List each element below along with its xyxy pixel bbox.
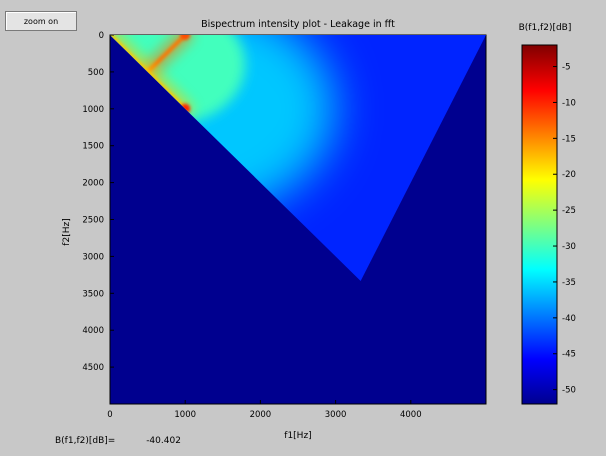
- colorbar-tick-label: -15: [562, 134, 576, 144]
- peak-1: [180, 35, 191, 40]
- chart-title: Bispectrum intensity plot - Leakage in f…: [201, 19, 395, 30]
- y-tick-label: 1500: [82, 142, 104, 152]
- y-tick-label: 0: [99, 31, 104, 41]
- colorbar-tick-label: -30: [562, 242, 576, 252]
- zoom-on-button[interactable]: zoom on: [5, 11, 77, 31]
- colorbar-ticks: -5 -10 -15 -20 -25 -30 -35 -40 -45 -50: [553, 63, 576, 396]
- y-tick-label: 1000: [82, 105, 104, 115]
- y-tick-label: 2000: [82, 179, 104, 189]
- colorbar: [521, 44, 558, 405]
- y-tick-label: 4500: [82, 363, 104, 373]
- colorbar-label: B(f1,f2)[dB]: [519, 23, 572, 33]
- readout-label: B(f1,f2)[dB]=: [55, 436, 116, 446]
- y-tick-label: 3500: [82, 289, 104, 299]
- colorbar-tick-label: -5: [562, 63, 570, 73]
- colorbar-tick-label: -25: [562, 206, 576, 216]
- x-axis-label: f1[Hz]: [284, 431, 311, 441]
- x-tick-label: 2000: [250, 410, 272, 420]
- x-tick-label: 4000: [400, 410, 422, 420]
- x-tick-label: 3000: [325, 410, 347, 420]
- colorbar-tick-label: -35: [562, 278, 576, 288]
- ridge-2: [145, 35, 188, 74]
- y-axis-label: f2[Hz]: [62, 218, 72, 245]
- readout-value: -40.402: [146, 436, 181, 446]
- colorbar-tick-label: -40: [562, 314, 576, 324]
- colorbar-tick-label: -10: [562, 98, 576, 108]
- x-tick-label: 0: [107, 410, 112, 420]
- ridge-3: [110, 35, 188, 111]
- y-axis: 0 500 1000 1500 2000 2500 3000 3500 4000 4500: [82, 31, 114, 373]
- y-tick-label: 500: [88, 68, 104, 78]
- x-axis: 0 1000 2000 3000 4000: [107, 400, 422, 420]
- x-tick-label: 1000: [174, 410, 196, 420]
- y-tick-label: 4000: [82, 326, 104, 336]
- y-tick-label: 3000: [82, 252, 104, 262]
- y-tick-label: 2500: [82, 216, 104, 226]
- colorbar-tick-label: -50: [562, 386, 576, 396]
- colorbar-tick-label: -20: [562, 170, 576, 180]
- value-readout: B(f1,f2)[dB]= -40.402: [55, 436, 181, 446]
- colorbar-tick-label: -45: [562, 350, 576, 360]
